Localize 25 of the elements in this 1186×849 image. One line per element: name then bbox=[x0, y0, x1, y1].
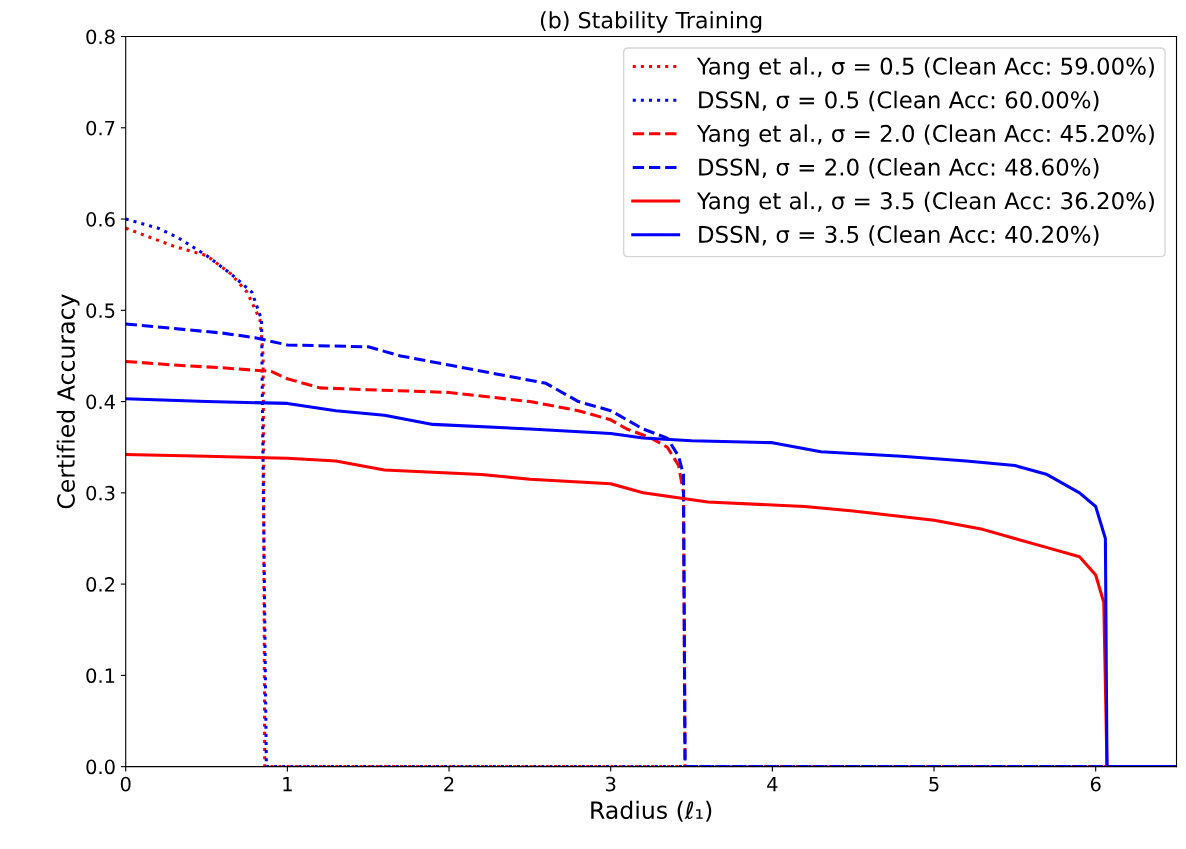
legend-label: Yang et al., σ = 3.5 (Clean Acc: 36.20%) bbox=[696, 191, 1154, 214]
y-tick-label: 0.3 bbox=[86, 485, 115, 501]
y-tick-label: 0.0 bbox=[86, 759, 115, 775]
legend-label: DSSN, σ = 3.5 (Clean Acc: 40.20%) bbox=[699, 225, 1099, 246]
y-axis-title: Certified Accuracy bbox=[56, 294, 80, 509]
legend-label: Yang et al., σ = 0.5 (Clean Acc: 59.00%) bbox=[696, 57, 1154, 80]
x-tick-label: 3 bbox=[606, 776, 616, 792]
y-tick-label: 0.4 bbox=[86, 394, 115, 410]
y-tick-label: 0.2 bbox=[86, 577, 115, 592]
legend-label: DSSN, σ = 0.5 (Clean Acc: 60.00%) bbox=[699, 90, 1099, 112]
y-tick-label: 0.8 bbox=[86, 29, 115, 45]
y-tick-label: 0.5 bbox=[86, 303, 115, 318]
x-tick-label: 1 bbox=[283, 776, 292, 792]
legend-label: DSSN, σ = 2.0 (Clean Acc: 48.60%) bbox=[699, 158, 1099, 179]
chart-title: (b) Stability Training bbox=[540, 11, 762, 33]
y-tick-label: 0.6 bbox=[86, 212, 115, 227]
x-tick-label: 6 bbox=[1090, 776, 1101, 792]
y-tick-label: 0.7 bbox=[86, 120, 115, 136]
y-tick-label: 0.1 bbox=[86, 668, 115, 684]
x-tick-label: 2 bbox=[444, 776, 454, 792]
x-tick-label: 5 bbox=[929, 776, 939, 792]
x-axis-title: Radius (ℓ₁) bbox=[591, 800, 712, 822]
x-tick-label: 4 bbox=[767, 776, 778, 792]
x-tick-label: 0 bbox=[120, 776, 131, 792]
legend-label: Yang et al., σ = 2.0 (Clean Acc: 45.20%) bbox=[696, 124, 1154, 147]
